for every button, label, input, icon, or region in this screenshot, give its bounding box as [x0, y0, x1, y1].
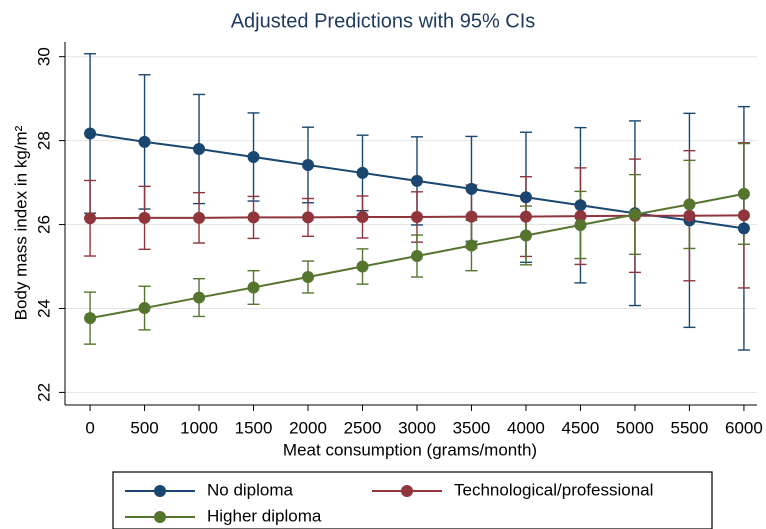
x-tick-label: 3500: [453, 418, 491, 437]
point: [84, 312, 97, 325]
legend-label: No diploma: [207, 480, 294, 499]
y-tick-label: 26: [34, 215, 53, 234]
point: [465, 210, 478, 223]
point: [410, 174, 423, 187]
x-tick-label: 500: [130, 418, 158, 437]
point: [737, 222, 750, 235]
point: [356, 260, 369, 273]
point: [193, 143, 206, 156]
legend-marker: [401, 485, 413, 497]
point: [356, 210, 369, 223]
y-tick-label: 24: [34, 299, 53, 318]
point: [410, 210, 423, 223]
point: [519, 210, 532, 223]
point: [356, 166, 369, 179]
point: [84, 127, 97, 140]
point: [302, 271, 315, 284]
point: [465, 182, 478, 195]
point: [737, 209, 750, 222]
point: [574, 199, 587, 212]
point: [683, 198, 696, 211]
x-tick-label: 2500: [344, 418, 382, 437]
chart-title: Adjusted Predictions with 95% CIs: [231, 10, 536, 32]
point: [138, 211, 151, 224]
point: [519, 191, 532, 204]
point: [138, 302, 151, 315]
legend-marker: [154, 485, 166, 497]
point: [302, 211, 315, 224]
point: [247, 211, 260, 224]
point: [519, 229, 532, 242]
y-axis-label: Body mass index in kg/m²: [11, 125, 30, 320]
x-tick-label: 3000: [398, 418, 436, 437]
x-tick-label: 1500: [235, 418, 273, 437]
point: [138, 135, 151, 148]
point: [247, 281, 260, 294]
x-tick-label: 5000: [616, 418, 654, 437]
legend-label: Higher diploma: [207, 506, 322, 525]
point: [193, 211, 206, 224]
legend-marker: [154, 511, 166, 523]
legend-label: Technological/professional: [454, 480, 653, 499]
point: [302, 158, 315, 171]
y-tick-label: 28: [34, 131, 53, 150]
point: [628, 208, 641, 221]
point: [574, 210, 587, 223]
point: [465, 239, 478, 252]
y-tick-label: 22: [34, 383, 53, 402]
x-tick-label: 5500: [671, 418, 709, 437]
point: [737, 187, 750, 200]
x-tick-label: 0: [85, 418, 94, 437]
point: [410, 250, 423, 263]
point: [574, 218, 587, 231]
legend-box: [112, 471, 713, 529]
y-tick-label: 30: [34, 47, 53, 66]
x-tick-label: 2000: [289, 418, 327, 437]
x-axis-label: Meat consumption (grams/month): [283, 440, 537, 459]
point: [193, 291, 206, 304]
x-tick-label: 1000: [180, 418, 218, 437]
x-tick-label: 4500: [562, 418, 600, 437]
point: [247, 150, 260, 163]
point: [84, 212, 97, 225]
x-tick-label: 4000: [507, 418, 545, 437]
point: [683, 209, 696, 222]
x-tick-label: 6000: [725, 418, 763, 437]
